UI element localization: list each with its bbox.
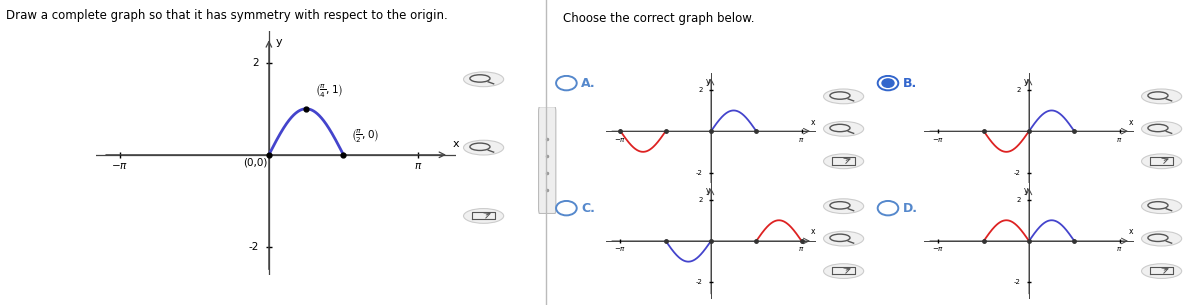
- Text: 2: 2: [1016, 196, 1020, 203]
- Text: $\left(\frac{\pi}{2},0\right)$: $\left(\frac{\pi}{2},0\right)$: [350, 127, 379, 145]
- Text: Choose the correct graph below.: Choose the correct graph below.: [563, 12, 754, 25]
- Circle shape: [1141, 154, 1182, 169]
- Text: $\pi$: $\pi$: [1116, 136, 1123, 144]
- Circle shape: [823, 231, 864, 246]
- Text: C.: C.: [581, 202, 595, 215]
- Circle shape: [1141, 199, 1182, 214]
- FancyBboxPatch shape: [539, 107, 556, 214]
- Text: -2: -2: [248, 242, 258, 252]
- Text: (0,0): (0,0): [242, 158, 268, 168]
- Text: -2: -2: [696, 170, 703, 176]
- Text: y: y: [1024, 186, 1028, 196]
- Circle shape: [463, 140, 504, 155]
- Circle shape: [823, 199, 864, 214]
- Circle shape: [823, 264, 864, 278]
- Circle shape: [823, 121, 864, 136]
- Text: $\left(\frac{\pi}{4},1\right)$: $\left(\frac{\pi}{4},1\right)$: [314, 84, 343, 100]
- Text: $\pi$: $\pi$: [798, 136, 805, 144]
- Circle shape: [463, 72, 504, 87]
- Text: 2: 2: [698, 196, 703, 203]
- Text: B.: B.: [904, 77, 917, 90]
- Text: -2: -2: [696, 279, 703, 285]
- Text: x: x: [452, 139, 458, 149]
- Text: x: x: [810, 117, 815, 127]
- Text: $\pi$: $\pi$: [1116, 246, 1123, 253]
- Text: 2: 2: [252, 58, 258, 68]
- Text: $-\pi$: $-\pi$: [112, 161, 128, 170]
- Circle shape: [823, 89, 864, 104]
- Text: $\pi$: $\pi$: [414, 161, 422, 170]
- Text: y: y: [1024, 77, 1028, 86]
- Circle shape: [1141, 231, 1182, 246]
- Circle shape: [1141, 264, 1182, 278]
- Text: -2: -2: [1014, 279, 1020, 285]
- Circle shape: [882, 79, 894, 87]
- Circle shape: [1141, 89, 1182, 104]
- Text: -2: -2: [1014, 170, 1020, 176]
- Text: y: y: [706, 186, 710, 196]
- Text: $-\pi$: $-\pi$: [614, 136, 626, 144]
- Text: $\pi$: $\pi$: [798, 246, 805, 253]
- Text: $-\pi$: $-\pi$: [932, 136, 944, 144]
- Circle shape: [823, 154, 864, 169]
- Text: A.: A.: [581, 77, 596, 90]
- Text: 2: 2: [698, 87, 703, 93]
- Text: y: y: [706, 77, 710, 86]
- Text: x: x: [810, 227, 815, 236]
- Text: x: x: [1128, 117, 1133, 127]
- Text: Draw a complete graph so that it has symmetry with respect to the origin.: Draw a complete graph so that it has sym…: [6, 9, 448, 22]
- Text: 2: 2: [1016, 87, 1020, 93]
- Text: $-\pi$: $-\pi$: [932, 246, 944, 253]
- Text: $-\pi$: $-\pi$: [614, 246, 626, 253]
- Circle shape: [1141, 121, 1182, 136]
- Text: D.: D.: [904, 202, 918, 215]
- Text: x: x: [1128, 227, 1133, 236]
- Circle shape: [463, 209, 504, 223]
- Text: y: y: [276, 38, 283, 47]
